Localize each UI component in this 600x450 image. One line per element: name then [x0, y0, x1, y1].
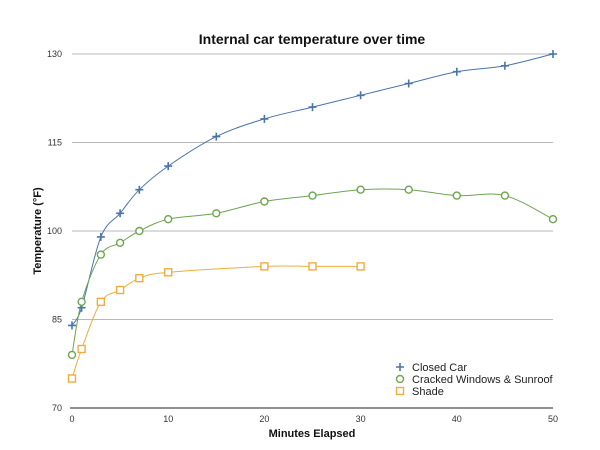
data-point-series-2: [260, 262, 269, 271]
data-point-series-0: [404, 79, 413, 88]
plus-marker-icon: [212, 132, 221, 141]
data-point-series-1: [135, 226, 144, 236]
y-tick-label: 70: [52, 403, 62, 413]
data-point-series-2: [77, 344, 86, 354]
plus-marker-icon: [396, 363, 404, 371]
plus-marker-icon: [308, 103, 317, 112]
data-point-series-2: [308, 262, 317, 271]
data-point-series-0: [68, 321, 76, 330]
legend-marker-0: [396, 363, 404, 371]
chart-title: Internal car temperature over time: [199, 31, 426, 47]
data-point-series-1: [260, 197, 269, 206]
data-point-series-1: [308, 191, 317, 200]
y-axis-label: Temperature (°F): [32, 187, 44, 275]
data-point-series-1: [96, 250, 106, 259]
x-tick-label: 0: [69, 414, 74, 424]
plus-marker-icon: [452, 67, 461, 76]
plus-marker-icon: [500, 61, 509, 70]
data-point-series-2: [67, 374, 77, 383]
plus-marker-icon: [135, 185, 144, 194]
plus-marker-icon: [164, 162, 173, 171]
legend-label: Closed Car: [412, 362, 467, 374]
x-tick-label: 20: [259, 414, 269, 424]
plus-marker-icon: [549, 50, 557, 58]
legend-label: Shade: [412, 386, 444, 398]
data-point-series-0: [452, 67, 461, 76]
data-point-series-1: [356, 185, 365, 194]
data-point-series-0: [356, 91, 365, 100]
series-line-1: [71, 188, 554, 355]
plus-marker-icon: [68, 321, 76, 330]
data-point-series-1: [404, 185, 413, 194]
legend-marker-2: [395, 386, 405, 396]
data-point-series-1: [452, 191, 461, 200]
plus-marker-icon: [356, 91, 365, 100]
data-point-series-2: [96, 297, 106, 306]
data-point-series-2: [163, 268, 173, 277]
y-tick-label: 100: [47, 226, 62, 236]
data-point-series-0: [500, 61, 509, 70]
data-point-series-0: [212, 132, 221, 141]
y-tick-label: 85: [52, 315, 62, 325]
y-tick-label: 130: [47, 49, 62, 59]
data-point-series-1: [77, 297, 86, 306]
y-tick-label: 115: [48, 138, 62, 148]
plus-marker-icon: [260, 114, 269, 123]
data-point-series-0: [135, 185, 144, 194]
x-axis-label: Minutes Elapsed: [269, 428, 356, 440]
data-point-series-0: [116, 209, 125, 218]
data-point-series-1: [548, 214, 558, 224]
x-tick-label: 10: [163, 414, 173, 424]
data-point-series-2: [356, 262, 365, 271]
series-line-2: [71, 265, 361, 379]
series-line-0: [71, 53, 554, 326]
data-point-series-1: [67, 350, 77, 360]
plus-marker-icon: [116, 209, 125, 218]
plus-marker-icon: [404, 79, 413, 88]
data-point-series-2: [115, 285, 125, 295]
data-point-series-0: [308, 103, 317, 112]
data-point-series-1: [163, 214, 173, 224]
data-point-series-1: [115, 238, 125, 248]
data-point-series-0: [164, 162, 173, 171]
x-tick-label: 40: [452, 414, 462, 424]
data-point-series-1: [500, 191, 510, 200]
data-point-series-1: [212, 209, 221, 218]
legend-label: Cracked Windows & Sunroof: [412, 374, 554, 386]
data-point-series-0: [96, 232, 105, 241]
x-tick-label: 30: [356, 414, 366, 424]
legend-marker-1: [395, 374, 405, 384]
data-point-series-2: [135, 274, 144, 283]
plus-marker-icon: [96, 232, 105, 241]
data-point-series-0: [260, 114, 269, 123]
x-tick-label: 50: [548, 414, 558, 424]
data-point-series-0: [549, 50, 557, 58]
